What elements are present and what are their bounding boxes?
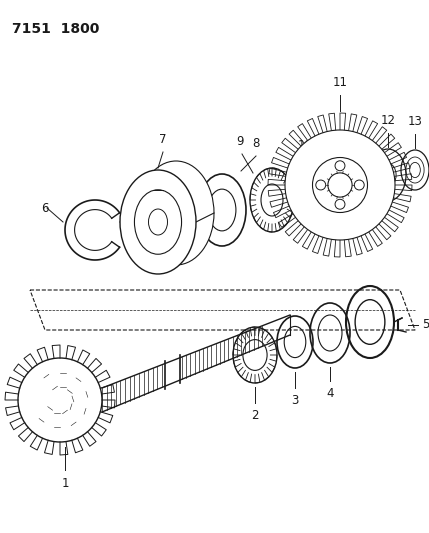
Text: 9: 9 (236, 135, 244, 148)
Text: 12: 12 (381, 114, 396, 127)
Text: 4: 4 (326, 387, 334, 400)
Text: 5: 5 (422, 319, 429, 332)
Text: 7: 7 (159, 133, 167, 146)
Text: 2: 2 (251, 409, 259, 422)
Ellipse shape (120, 170, 196, 274)
Text: 11: 11 (332, 76, 347, 89)
Circle shape (285, 130, 395, 240)
Text: 10: 10 (298, 139, 312, 152)
Text: 13: 13 (408, 115, 423, 128)
Text: 6: 6 (41, 202, 49, 215)
Text: 8: 8 (252, 137, 260, 150)
Text: 3: 3 (291, 394, 299, 407)
Text: 7151  1800: 7151 1800 (12, 22, 100, 36)
Ellipse shape (138, 161, 214, 265)
Text: 1: 1 (61, 477, 69, 490)
